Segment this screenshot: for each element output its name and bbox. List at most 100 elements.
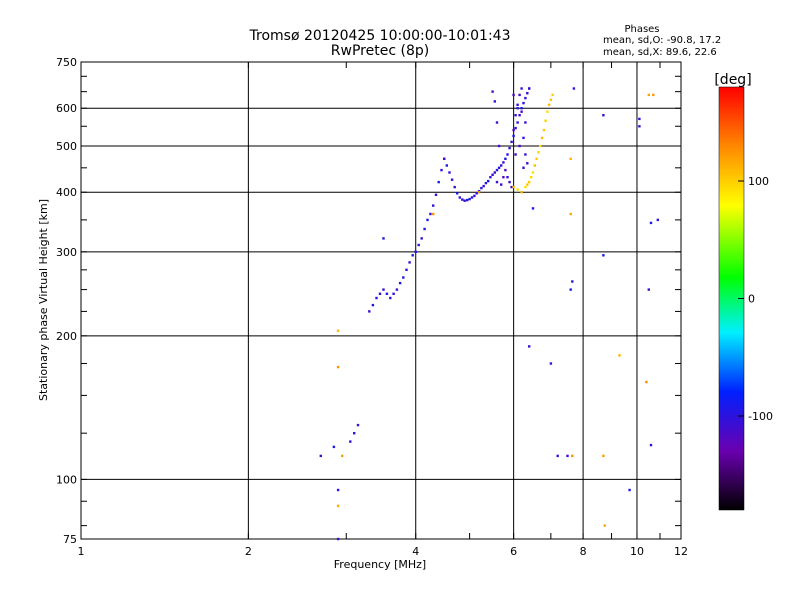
data-point — [514, 126, 517, 130]
data-point — [512, 134, 515, 138]
y-ticks: 75 100 200 300 400 500 600 750 — [56, 56, 681, 546]
data-point — [375, 296, 378, 300]
data-point — [497, 144, 501, 148]
data-point — [529, 176, 533, 179]
x-ticks: 1 2 4 6 8 10 12 — [78, 62, 688, 558]
data-point — [531, 171, 535, 174]
data-point — [405, 268, 408, 271]
data-point — [480, 186, 483, 190]
data-point — [572, 87, 576, 90]
data-point — [516, 107, 519, 110]
data-point — [533, 164, 536, 167]
data-point — [549, 98, 553, 101]
data-point — [432, 204, 435, 207]
x-tick-label: 8 — [580, 545, 587, 558]
data-point — [336, 329, 340, 332]
data-point — [652, 93, 655, 97]
data-point — [408, 261, 411, 264]
data-point — [649, 443, 653, 447]
colorbar-tick-label: 100 — [748, 175, 769, 188]
data-point — [549, 362, 553, 365]
x-tick-label: 4 — [412, 545, 419, 558]
data-point — [526, 183, 529, 186]
data-point — [371, 303, 375, 307]
data-point — [520, 87, 523, 90]
data-point — [540, 136, 544, 140]
data-point — [349, 440, 352, 443]
data-point — [493, 171, 496, 174]
data-point — [506, 153, 509, 156]
data-point — [544, 119, 547, 122]
grid-lines — [81, 62, 681, 539]
data-point — [468, 197, 471, 201]
y-tick-label: 500 — [56, 140, 77, 153]
data-point — [656, 218, 659, 222]
data-point — [456, 192, 459, 195]
y-axis-label: Stationary phase Virtual Height [km] — [37, 199, 50, 401]
phases-title: Phases — [624, 24, 659, 35]
data-point — [518, 144, 521, 148]
data-point — [628, 488, 631, 492]
data-points — [319, 87, 659, 541]
data-point — [514, 114, 517, 117]
x-tick-label: 6 — [510, 545, 517, 558]
chart-subtitle: RwPretec (8p) — [331, 43, 429, 59]
data-point — [395, 288, 399, 291]
data-point — [392, 292, 395, 295]
data-point — [475, 192, 478, 195]
data-point — [520, 191, 523, 194]
data-point — [411, 254, 414, 257]
data-point — [518, 114, 521, 117]
data-point — [477, 191, 481, 194]
data-point — [551, 93, 554, 97]
data-point — [504, 168, 507, 172]
data-point — [341, 454, 344, 458]
data-point — [484, 181, 488, 185]
data-point — [508, 180, 511, 184]
x-axis-label: Frequency [MHz] — [334, 558, 426, 571]
colorbar-tick-label: -100 — [748, 410, 773, 423]
y-tick-label: 100 — [56, 473, 77, 486]
data-point — [647, 93, 650, 97]
data-point — [336, 488, 340, 492]
data-point — [546, 110, 549, 113]
data-point — [445, 164, 448, 167]
data-point — [473, 194, 476, 198]
data-point — [417, 243, 420, 247]
data-point — [518, 93, 521, 97]
data-point — [336, 365, 340, 369]
data-point — [389, 296, 392, 300]
plot-frame — [80, 61, 682, 540]
data-point — [542, 128, 546, 132]
data-point — [368, 310, 371, 313]
data-point — [522, 166, 525, 169]
data-point — [602, 254, 605, 257]
data-point — [420, 237, 423, 240]
data-point — [463, 199, 466, 202]
data-point — [466, 198, 469, 202]
data-point — [566, 454, 569, 458]
data-point — [569, 288, 572, 291]
data-point — [426, 218, 429, 222]
data-point — [461, 198, 464, 201]
data-point — [319, 454, 322, 458]
data-point — [448, 171, 451, 174]
data-point — [618, 354, 621, 357]
data-point — [491, 90, 494, 93]
data-point — [353, 432, 356, 435]
data-point — [497, 166, 501, 169]
y-tick-label: 750 — [56, 56, 77, 69]
data-point — [526, 92, 529, 95]
data-point — [531, 207, 535, 210]
data-point — [520, 107, 523, 110]
data-point — [385, 292, 389, 295]
data-point — [508, 146, 511, 150]
y-tick-label: 200 — [56, 330, 77, 343]
data-point — [443, 157, 446, 160]
data-point — [510, 185, 513, 189]
data-point — [512, 128, 515, 132]
data-point — [382, 237, 385, 240]
phases-o-line: mean, sd,O: -90.8, 17.2 — [603, 35, 721, 46]
data-point — [528, 345, 531, 348]
